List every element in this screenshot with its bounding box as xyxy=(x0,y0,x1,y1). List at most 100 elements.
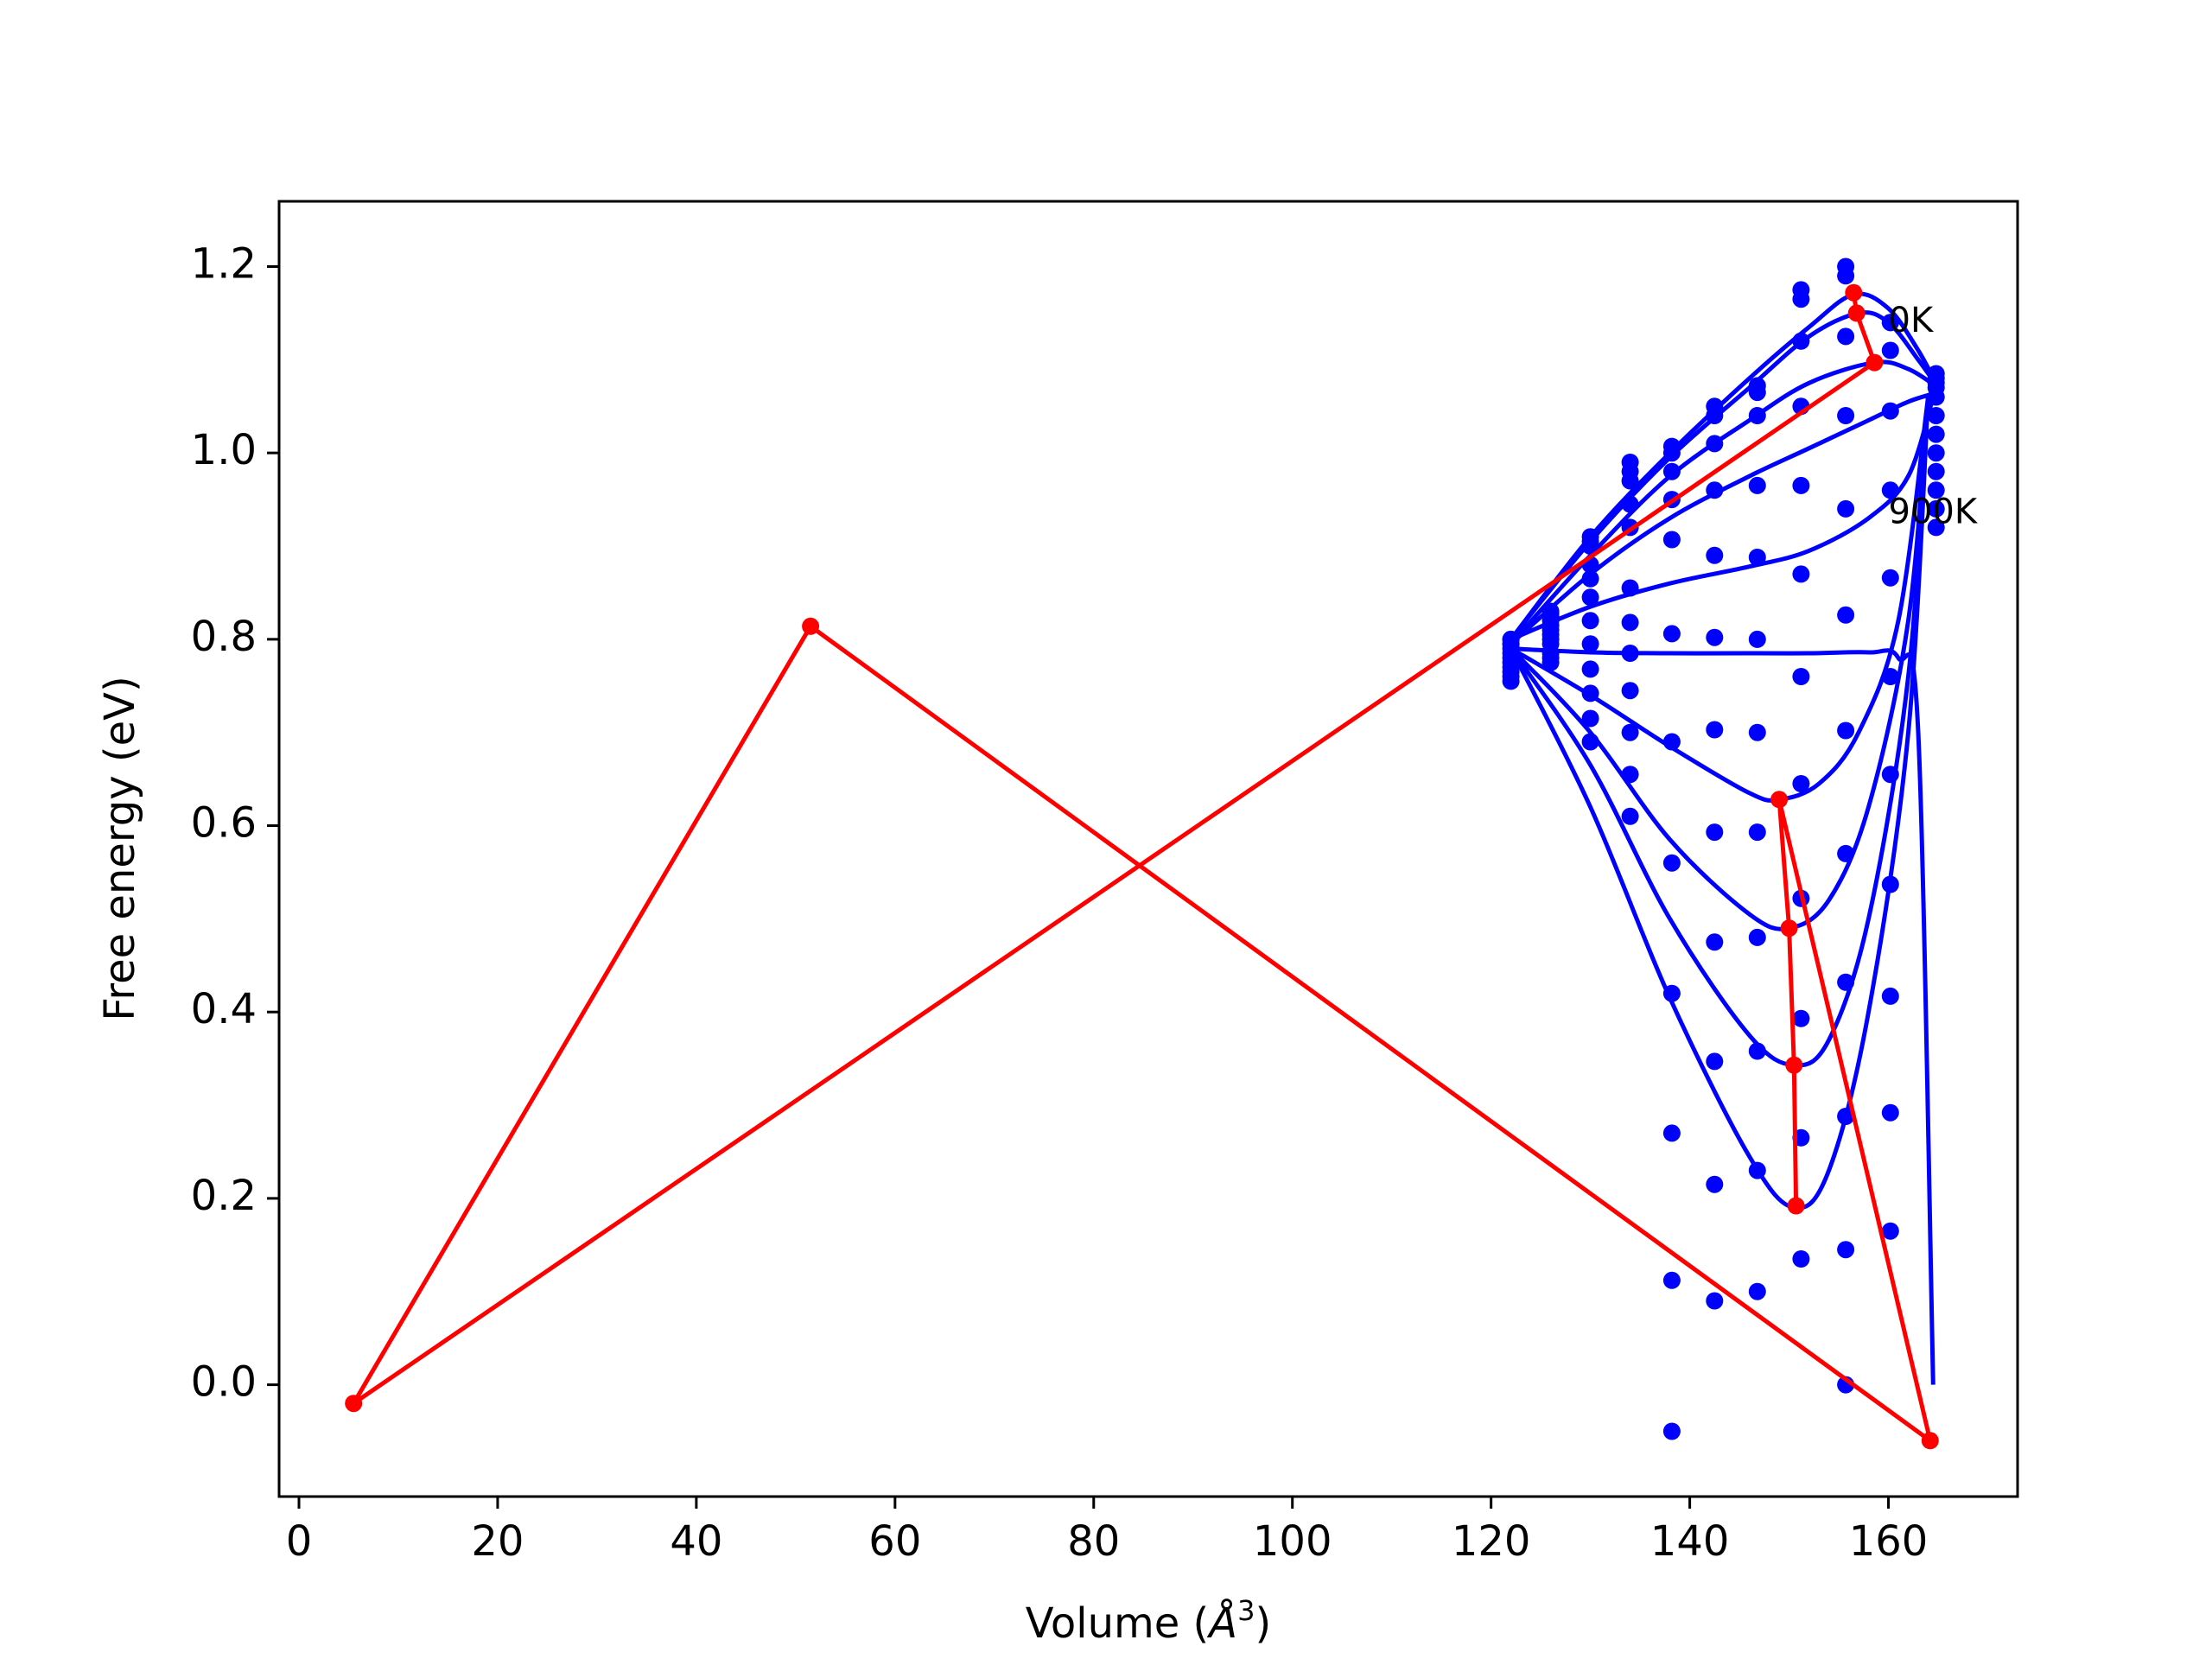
data-point-500K xyxy=(1792,565,1810,583)
x-tick-label: 100 xyxy=(1253,1517,1332,1566)
y-tick-label: 1.2 xyxy=(191,239,257,288)
data-point-900K xyxy=(1837,1108,1855,1125)
data-point-500K xyxy=(1748,630,1766,648)
annotations-group: 0K 900K xyxy=(1889,301,1979,531)
data-point-900K xyxy=(1748,1042,1766,1060)
data-point-1100K xyxy=(1706,1292,1724,1310)
data-point-800K xyxy=(1837,973,1855,991)
fit-curve-800K xyxy=(1509,397,1930,1068)
data-point-200K xyxy=(1748,407,1766,424)
y-tick-label: 0.4 xyxy=(191,985,257,1033)
minimum-point xyxy=(1787,1197,1805,1215)
data-point-1100K xyxy=(1662,1422,1681,1440)
data-point-1100K xyxy=(1621,807,1639,825)
data-point-200K xyxy=(1792,332,1810,350)
data-point-200K xyxy=(1662,462,1681,480)
data-point-1100K xyxy=(1748,1282,1766,1300)
annotation-label: 0K xyxy=(1889,301,1935,340)
data-point-800K xyxy=(1581,660,1599,678)
x-tick-label: 40 xyxy=(670,1517,722,1566)
data-point-300K xyxy=(1881,402,1899,420)
data-point-900K xyxy=(1706,1052,1724,1071)
data-point-700K xyxy=(1927,444,1945,462)
data-point-400K xyxy=(1662,531,1681,549)
x-tick-label: 160 xyxy=(1849,1517,1929,1566)
data-point-500K xyxy=(1927,407,1945,424)
minimum-path-line xyxy=(351,292,1933,1443)
x-axis-ticks: 0 20 40 60 80 100 120 140 160 xyxy=(286,1497,1929,1566)
data-point-500K xyxy=(1837,606,1855,624)
data-point-1000K xyxy=(1837,1241,1855,1259)
data-point-100K xyxy=(1881,314,1899,332)
data-point-1100K xyxy=(1581,733,1599,751)
data-point-700K xyxy=(1621,645,1639,662)
data-point-200K xyxy=(1581,537,1599,555)
minimum-point xyxy=(1866,353,1884,372)
fit-curve-200K xyxy=(1509,359,1940,645)
x-axis-label: Volume (Å3) xyxy=(1026,1594,1271,1648)
annotation-label: 900K xyxy=(1889,492,1979,531)
data-point-1000K xyxy=(1706,1175,1724,1193)
data-point-100K xyxy=(1706,407,1724,424)
minimum-point xyxy=(1780,919,1798,938)
data-point-100K xyxy=(1837,267,1855,285)
y-axis-label: Free energy (eV) xyxy=(96,676,144,1020)
x-tick-label: 140 xyxy=(1650,1517,1730,1566)
data-point-600K xyxy=(1621,613,1639,632)
data-point-300K xyxy=(1621,495,1639,513)
data-point-600K xyxy=(1581,612,1599,630)
x-axis-label-close: ) xyxy=(1255,1599,1271,1648)
fit-curves-group xyxy=(1509,291,1941,1385)
data-point-300K xyxy=(1837,407,1855,424)
data-point-400K xyxy=(1881,481,1899,499)
data-point-600K xyxy=(1927,425,1945,443)
y-tick-label: 0.6 xyxy=(191,799,257,848)
plot-frame xyxy=(277,200,2019,1498)
data-point-900K xyxy=(1621,723,1639,741)
data-point-1000K xyxy=(1581,709,1599,728)
data-point-600K xyxy=(1706,721,1724,739)
data-point-500K xyxy=(1621,579,1639,597)
x-axis-label-symbol: Å xyxy=(1206,1599,1237,1648)
data-point-100K xyxy=(1662,444,1681,462)
data-point-800K xyxy=(1621,682,1639,700)
data-point-500K xyxy=(1662,625,1681,643)
data-point-200K xyxy=(1881,341,1899,359)
data-point-700K xyxy=(1662,854,1681,872)
data-point-100K xyxy=(1748,384,1766,402)
data-point-600K xyxy=(1748,723,1766,741)
data-points-group xyxy=(1502,257,1945,1440)
data-point-1000K xyxy=(1621,766,1639,784)
data-point-200K xyxy=(1706,435,1724,453)
data-point-800K xyxy=(1927,462,1945,480)
data-point-100K xyxy=(1792,290,1810,308)
data-point-700K xyxy=(1881,766,1899,784)
data-point-900K xyxy=(1881,987,1899,1005)
x-tick-label: 20 xyxy=(471,1517,524,1566)
data-point-400K xyxy=(1581,569,1599,588)
data-point-700K xyxy=(1792,775,1810,792)
data-point-1100K xyxy=(1881,1222,1899,1240)
data-point-800K xyxy=(1881,875,1899,893)
x-tick-label: 0 xyxy=(286,1517,313,1566)
data-point-300K xyxy=(1748,476,1766,494)
data-point-300K xyxy=(1706,481,1724,499)
data-point-1000K xyxy=(1748,1161,1766,1179)
data-point-1000K xyxy=(1881,1103,1899,1122)
minimum-point xyxy=(1785,1056,1803,1074)
x-tick-label: 80 xyxy=(1067,1517,1120,1566)
data-point-200K xyxy=(1837,327,1855,346)
x-axis-label-superscript: 3 xyxy=(1237,1594,1255,1627)
data-point-600K xyxy=(1792,668,1810,685)
data-point-600K xyxy=(1881,668,1899,685)
data-point-500K xyxy=(1706,628,1724,646)
minimum-point xyxy=(1845,283,1863,302)
fit-curve-700K xyxy=(1509,397,1930,931)
fit-curve-300K xyxy=(1509,390,1939,646)
fit-curve-400K xyxy=(1510,396,1936,642)
y-tick-label: 0.2 xyxy=(191,1172,257,1220)
minimum-point xyxy=(345,1395,363,1413)
data-point-700K xyxy=(1706,823,1724,842)
minimum-point xyxy=(1921,1432,1939,1450)
data-point-500K xyxy=(1881,569,1899,587)
